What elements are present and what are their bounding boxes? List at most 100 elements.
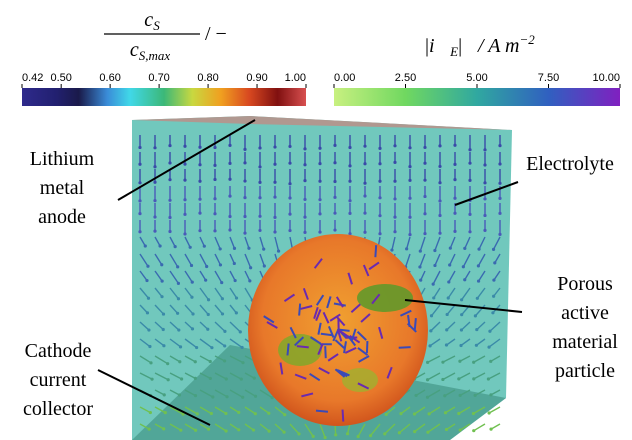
vector-head [393, 197, 396, 200]
vector-head [491, 311, 494, 314]
vector-head [477, 279, 480, 282]
vector-head [423, 146, 426, 149]
vector-head [438, 181, 441, 184]
vector-head [445, 343, 448, 346]
vector-head [153, 215, 156, 218]
vector-head [195, 346, 198, 349]
vector-head [493, 261, 496, 264]
vector-head [390, 248, 393, 251]
vector-head [247, 247, 250, 250]
vector-head [235, 311, 238, 314]
vector-head [194, 377, 197, 380]
colorbar [22, 88, 306, 106]
vector-head [180, 377, 183, 380]
vector-head [333, 228, 336, 231]
vector-head [213, 229, 216, 232]
vector-head [303, 147, 306, 150]
vector-head [176, 312, 179, 315]
vector-head [363, 194, 366, 197]
vector-head [363, 231, 366, 234]
vector-head [204, 279, 207, 282]
vector-head [428, 344, 431, 347]
vector-head [393, 161, 396, 164]
vector-head [348, 164, 351, 167]
vector-head [357, 435, 360, 438]
tick-label: 10.00 [592, 72, 620, 84]
annotation-line: particle [555, 360, 615, 382]
unit: / − [205, 23, 227, 45]
vector-head [240, 346, 243, 349]
vector-head [446, 313, 449, 316]
vector-head [453, 163, 456, 166]
vector-head [333, 196, 336, 199]
vector-head [158, 244, 161, 247]
vector-head [438, 144, 441, 147]
vector-head [441, 378, 444, 381]
vector-head [209, 377, 212, 380]
vector-head [146, 265, 149, 268]
vector-head [267, 430, 270, 433]
vector-head [378, 214, 381, 217]
annotation-line: Electrolyte [526, 153, 614, 175]
vector-head [148, 427, 151, 430]
figure: cS cS,max / − |i⃗E| / A m−2 Lithiummetal… [0, 0, 632, 440]
vector-head [472, 412, 475, 415]
vector-head [498, 162, 501, 165]
vector-head [303, 198, 306, 201]
particle-patch [357, 284, 413, 312]
vector-head [150, 378, 153, 381]
vector-head [457, 377, 460, 380]
vector-head [474, 394, 477, 397]
vector-head [441, 361, 444, 364]
vector-head [487, 346, 490, 349]
vector-head [405, 247, 408, 250]
vector-head [160, 295, 163, 298]
vector-head [399, 412, 402, 415]
vector-head [333, 180, 336, 183]
vector-head [240, 377, 243, 380]
vector-head [198, 229, 201, 232]
vector-head [221, 297, 224, 300]
vector-head [318, 212, 321, 215]
vector-head [210, 412, 213, 415]
vector-head [432, 296, 435, 299]
vector-head [191, 281, 194, 284]
colorbar [334, 88, 620, 106]
vector [287, 344, 288, 356]
vector-head [449, 247, 452, 250]
vector-head [468, 148, 471, 151]
vector-head [459, 394, 462, 397]
tick-label: 5.00 [466, 72, 487, 84]
tick-label: 0.00 [334, 72, 355, 84]
vector-head [207, 313, 210, 316]
particle-patch [278, 334, 322, 366]
vector [343, 410, 344, 422]
vector-head [148, 345, 151, 348]
vector-head [393, 144, 396, 147]
annotation-line: material [552, 331, 618, 353]
vector-head [162, 328, 165, 331]
vector-head [297, 432, 300, 435]
vector-head [160, 263, 163, 266]
vector-head [408, 165, 411, 168]
vector-head [258, 196, 261, 199]
vector-head [433, 249, 436, 252]
vector-head [277, 249, 280, 252]
vector-head [183, 213, 186, 216]
vector-head [168, 144, 171, 147]
vector-head [498, 233, 501, 236]
vector-head [488, 330, 491, 333]
vector-head [273, 181, 276, 184]
vector-head [183, 179, 186, 182]
vector-head [498, 212, 501, 215]
vector-head [196, 412, 199, 415]
vector-head [254, 395, 257, 398]
vector-head [191, 327, 194, 330]
vector-head [483, 229, 486, 232]
vector-head [209, 360, 212, 363]
vector-head [393, 180, 396, 183]
vector-head [220, 281, 223, 284]
vector-head [258, 229, 261, 232]
annotation-line: metal [40, 177, 85, 199]
vector-head [369, 434, 372, 437]
